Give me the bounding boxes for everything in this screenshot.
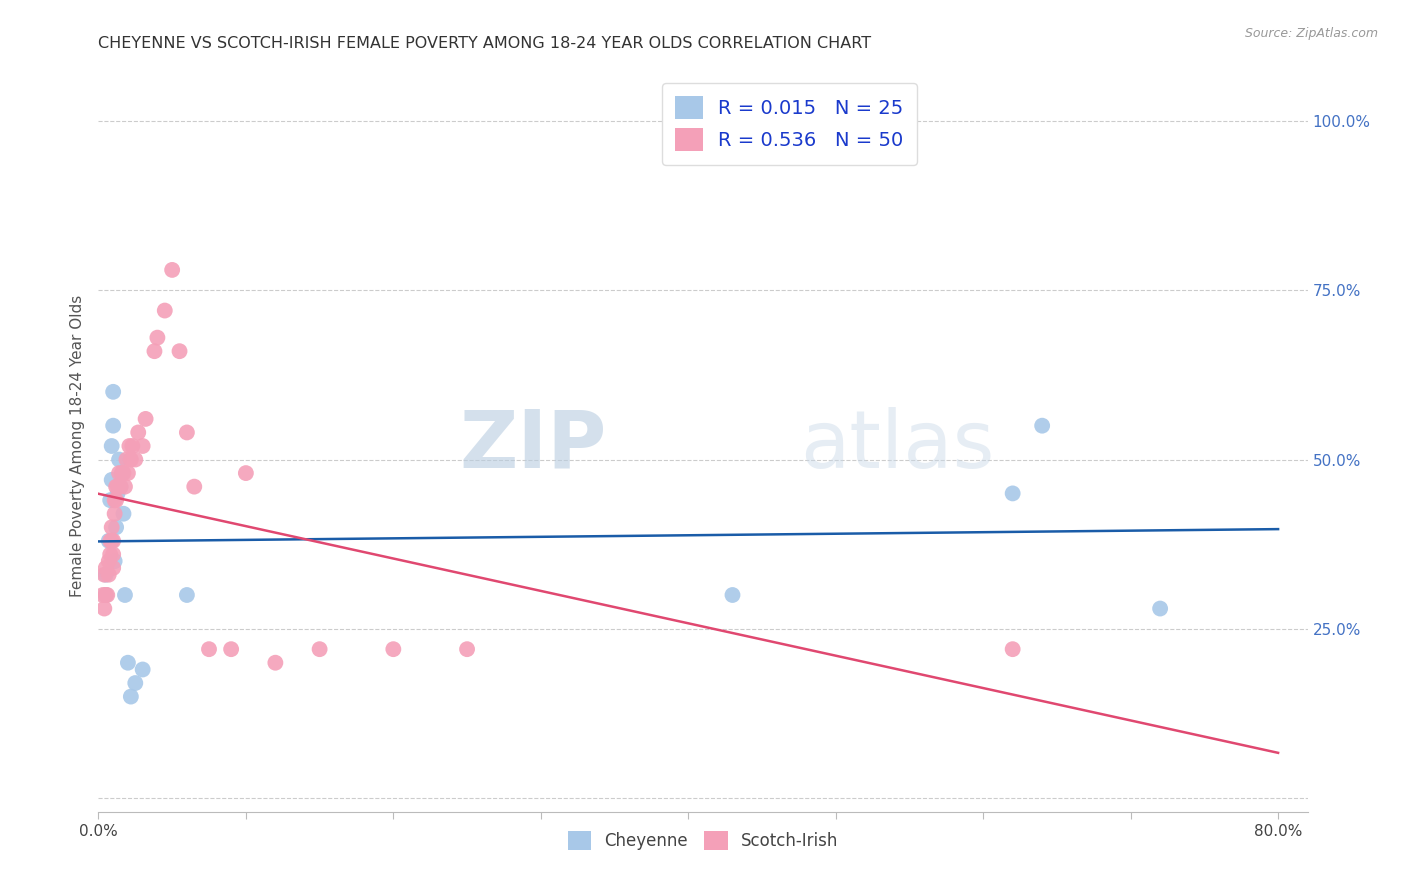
Point <box>94 567 117 582</box>
Point <box>104 507 127 521</box>
Point <box>120 690 142 704</box>
Point <box>97 567 120 582</box>
Point <box>235 466 257 480</box>
Point <box>169 344 191 359</box>
Point <box>456 642 478 657</box>
Point <box>131 439 153 453</box>
Point <box>107 486 129 500</box>
Point <box>108 466 131 480</box>
Point <box>100 439 122 453</box>
Point <box>111 466 134 480</box>
Point <box>105 493 128 508</box>
Point <box>219 642 242 657</box>
Point <box>146 331 169 345</box>
Point <box>108 452 131 467</box>
Point <box>124 452 146 467</box>
Point <box>104 493 127 508</box>
Point <box>101 547 124 561</box>
Point <box>264 656 287 670</box>
Point <box>110 480 132 494</box>
Point <box>160 263 183 277</box>
Point <box>100 520 122 534</box>
Point <box>153 303 176 318</box>
Text: atlas: atlas <box>800 407 994 485</box>
Point <box>104 554 127 568</box>
Point <box>124 676 146 690</box>
Point <box>127 425 149 440</box>
Point <box>100 473 122 487</box>
Point <box>117 656 139 670</box>
Y-axis label: Female Poverty Among 18-24 Year Olds: Female Poverty Among 18-24 Year Olds <box>69 295 84 597</box>
Point <box>110 480 132 494</box>
Point <box>721 588 744 602</box>
Point <box>98 493 121 508</box>
Point <box>105 480 128 494</box>
Point <box>101 384 124 399</box>
Point <box>100 533 122 548</box>
Point <box>183 480 205 494</box>
Point <box>135 412 157 426</box>
Point <box>114 588 136 602</box>
Point <box>97 554 120 568</box>
Legend: Cheyenne, Scotch-Irish: Cheyenne, Scotch-Irish <box>560 822 846 858</box>
Point <box>94 588 117 602</box>
Point <box>198 642 221 657</box>
Point <box>308 642 330 657</box>
Point <box>96 588 118 602</box>
Text: CHEYENNE VS SCOTCH-IRISH FEMALE POVERTY AMONG 18-24 YEAR OLDS CORRELATION CHART: CHEYENNE VS SCOTCH-IRISH FEMALE POVERTY … <box>98 36 872 51</box>
Text: Source: ZipAtlas.com: Source: ZipAtlas.com <box>1244 27 1378 40</box>
Point <box>1001 486 1024 500</box>
Point <box>114 480 136 494</box>
Point <box>112 507 135 521</box>
Text: ZIP: ZIP <box>458 407 606 485</box>
Point <box>120 452 142 467</box>
Point <box>101 561 124 575</box>
Point <box>115 452 138 467</box>
Point <box>93 601 115 615</box>
Point <box>101 533 124 548</box>
Point <box>1001 642 1024 657</box>
Point <box>93 567 115 582</box>
Point <box>91 588 114 602</box>
Point <box>97 533 120 548</box>
Point <box>131 663 153 677</box>
Point <box>111 466 134 480</box>
Point <box>1149 601 1171 615</box>
Point <box>176 425 198 440</box>
Point <box>112 466 135 480</box>
Point <box>94 588 117 602</box>
Point <box>105 520 128 534</box>
Point <box>121 439 143 453</box>
Point <box>108 480 131 494</box>
Point <box>118 439 141 453</box>
Point <box>382 642 405 657</box>
Point <box>176 588 198 602</box>
Point <box>98 547 121 561</box>
Point <box>117 466 139 480</box>
Point <box>101 418 124 433</box>
Point <box>94 561 117 575</box>
Point <box>1031 418 1053 433</box>
Point <box>143 344 166 359</box>
Point <box>107 480 129 494</box>
Point <box>98 533 121 548</box>
